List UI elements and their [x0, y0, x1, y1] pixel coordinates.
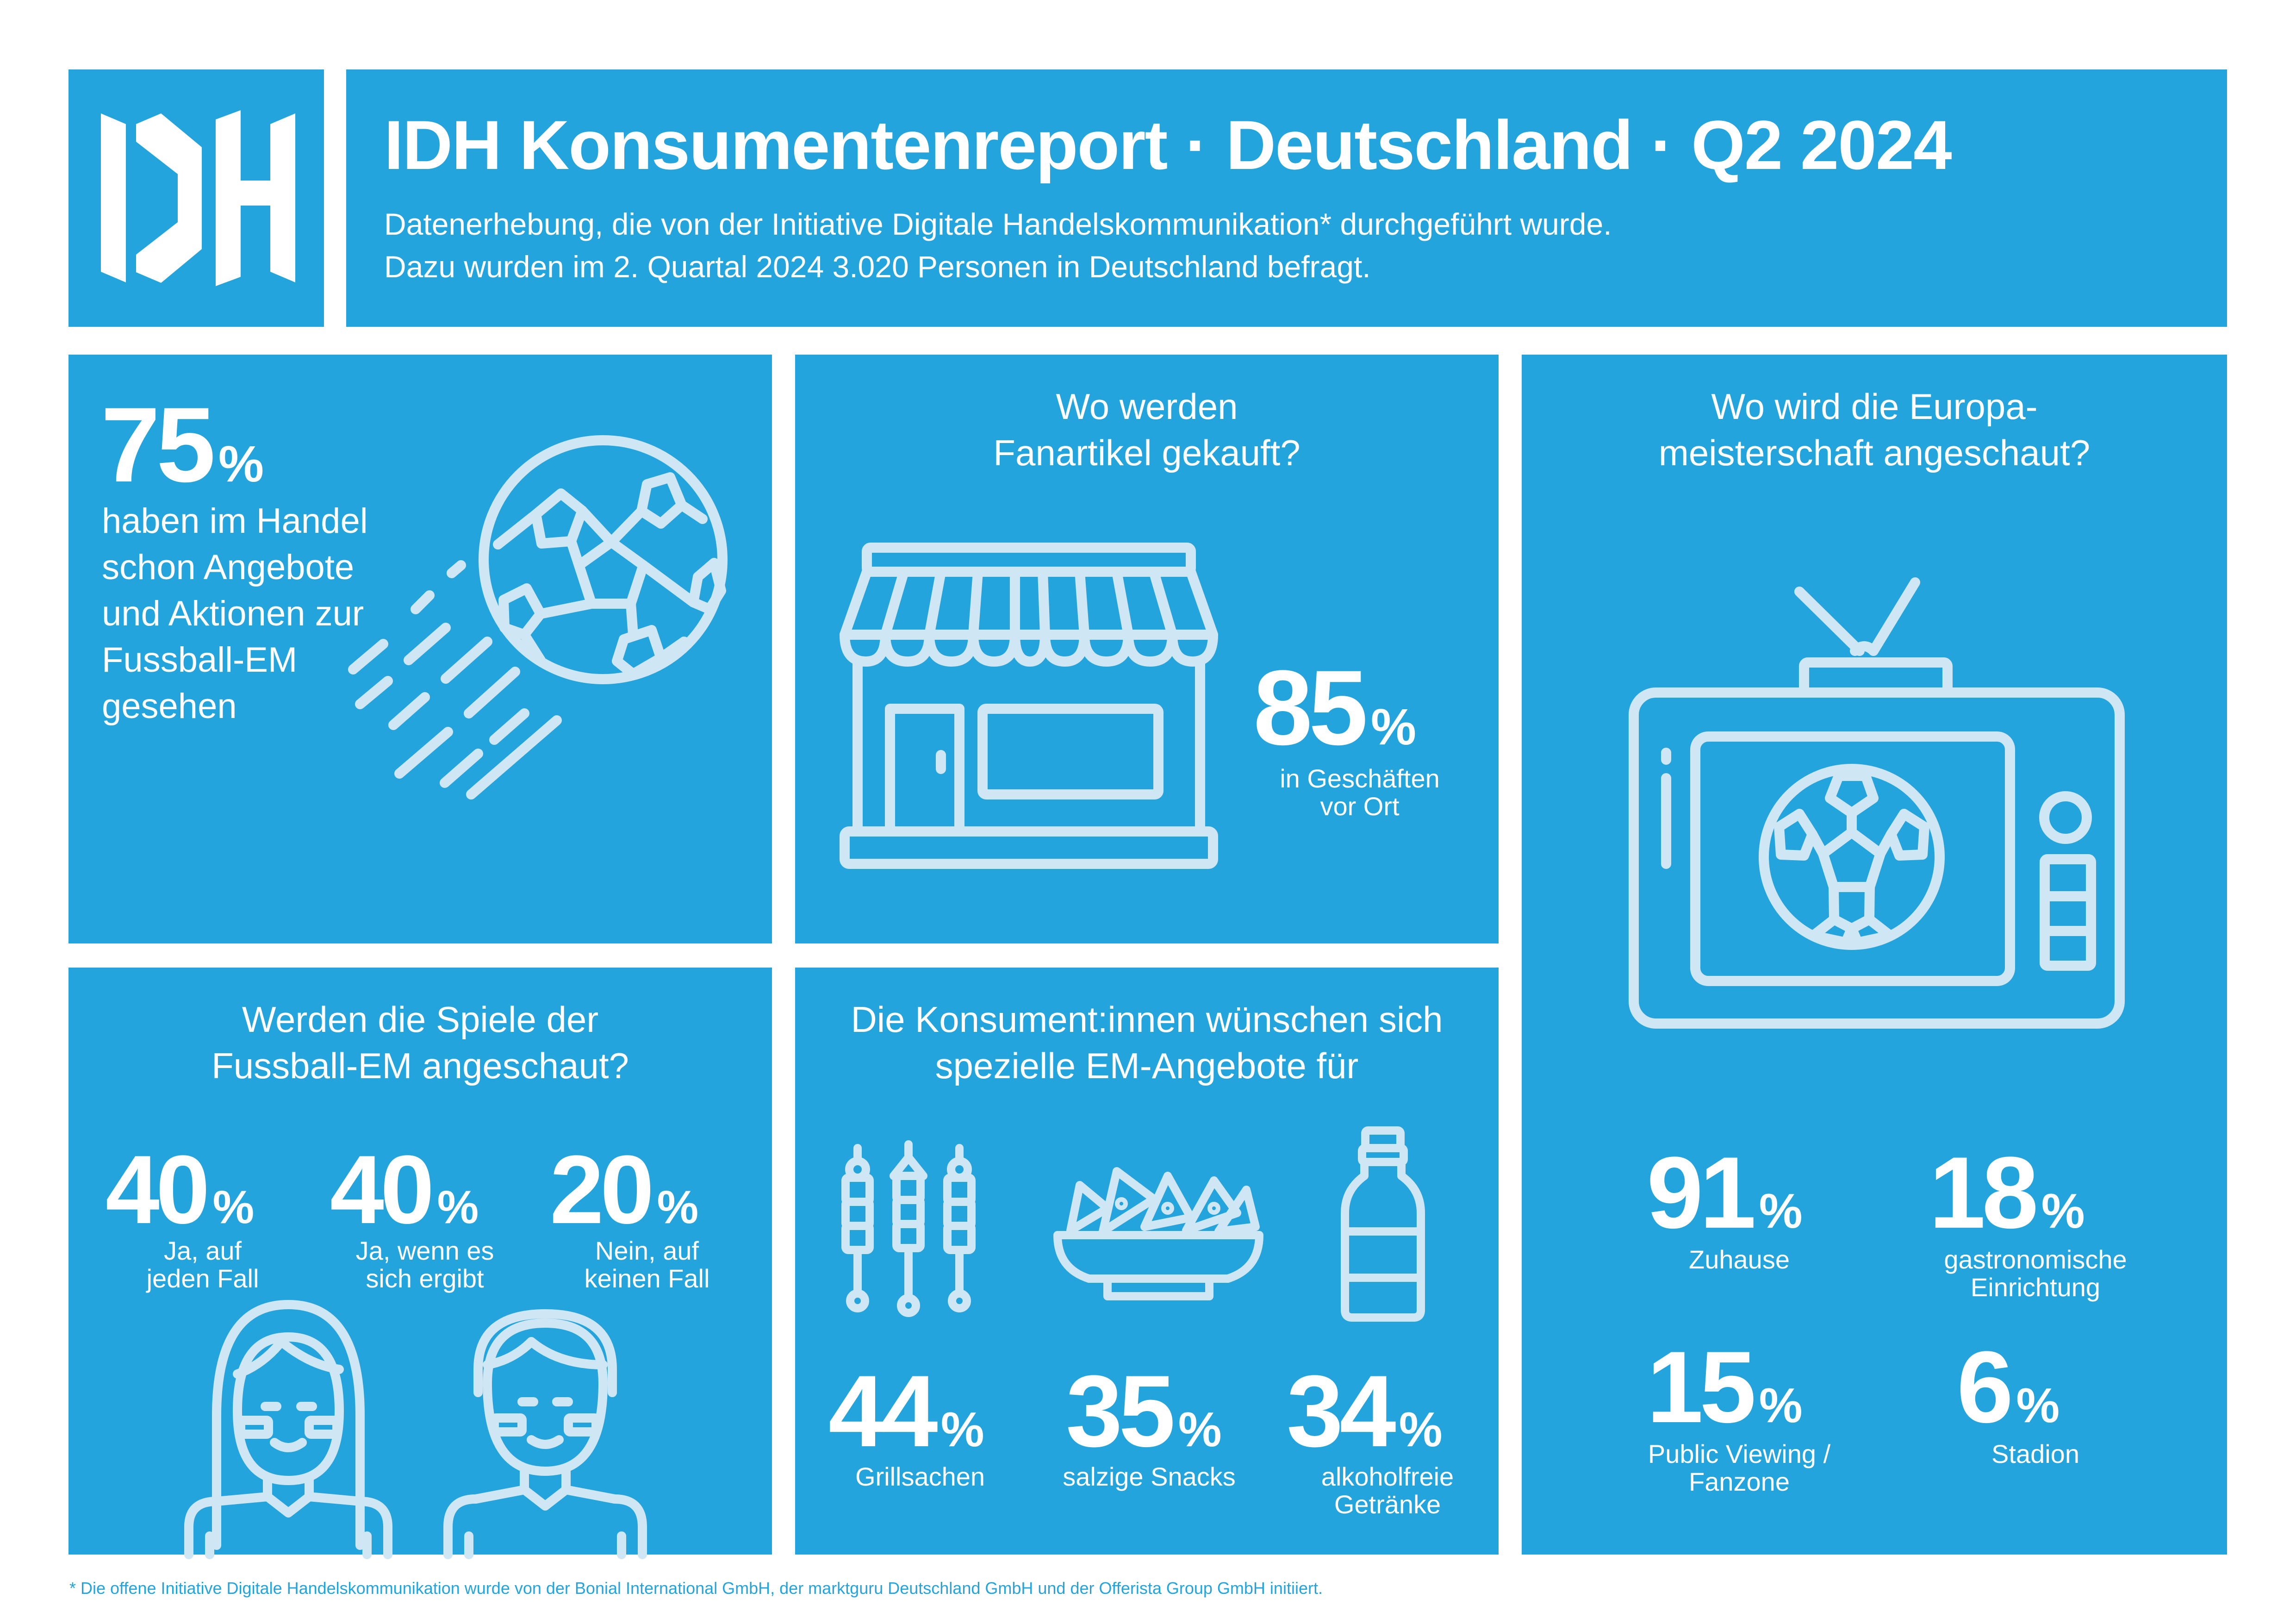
watch-maybe-value: 40 — [330, 1135, 435, 1244]
store-icon — [840, 543, 1218, 869]
fan-question: Wo werden Fanartikel gekauft? — [795, 383, 1499, 476]
watch-stat-maybe: 40% — [330, 1141, 479, 1238]
wishes-question-line-2: spezielle EM-Angebote für — [935, 1045, 1359, 1086]
wishes-drinks-label-line-1: alkoholfreie — [1321, 1462, 1454, 1491]
where-question: Wo wird die Europa- meisterschaft angesc… — [1522, 383, 2227, 476]
where-home-value: 91 — [1647, 1136, 1756, 1249]
flying-soccer-ball-icon — [348, 435, 728, 800]
watch-no-label-line-1: Nein, auf — [595, 1236, 699, 1265]
offers-panel: 75% haben im Handel schon Angebote und A… — [68, 355, 772, 943]
wishes-drinks-label-line-2: Getränke — [1334, 1490, 1441, 1519]
em-offers-panel: Die Konsument:innen wünschen sich spezie… — [795, 968, 1499, 1555]
wishes-grill-label: Grillsachen — [855, 1462, 985, 1491]
fan-question-line-1: Wo werden — [1056, 386, 1238, 427]
watch-no-label-line-2: keinen Fall — [584, 1264, 710, 1293]
wishes-stat-drinks: 34% — [1287, 1360, 1443, 1462]
snack-bowl-icon — [1053, 1167, 1263, 1300]
page-title: IDH Konsumentenreport · Deutschland · Q2… — [384, 106, 1952, 184]
where-gastro-label-line-1: gastronomische — [1944, 1245, 2127, 1274]
offers-line-2: schon Angebote — [102, 548, 355, 587]
where-stadium-label: Stadion — [1991, 1439, 2079, 1468]
tv-soccer-icon — [1629, 577, 2125, 1029]
fan-unit: % — [1370, 699, 1416, 756]
where-public-label: Public Viewing / Fanzone — [1577, 1440, 1901, 1496]
footnote: * Die offene Initiative Digitale Handels… — [69, 1579, 1323, 1598]
wishes-grill-value: 44 — [828, 1354, 938, 1468]
watch-maybe-label-line-1: Ja, wenn es — [355, 1236, 494, 1265]
fan-question-line-2: Fanartikel gekauft? — [993, 432, 1300, 473]
wishes-snacks-unit: % — [1178, 1402, 1222, 1457]
where-stadium-unit: % — [2016, 1378, 2060, 1433]
skewers-icon — [841, 1140, 976, 1317]
where-public-unit: % — [1759, 1378, 1803, 1433]
watch-maybe-unit: % — [437, 1181, 479, 1233]
offers-unit: % — [218, 436, 264, 493]
wishes-snacks-label: salzige Snacks — [1063, 1462, 1236, 1491]
fan-articles-panel: Wo werden Fanartikel gekauft? 85% in Ges… — [795, 355, 1499, 943]
where-home-label: Zuhause — [1689, 1245, 1790, 1274]
where-watched-panel: Wo wird die Europa- meisterschaft angesc… — [1522, 355, 2227, 1555]
fan-label-line-2: vor Ort — [1320, 792, 1400, 821]
watch-question-line-2: Fussball-EM angeschaut? — [212, 1045, 629, 1086]
watch-no-label: Nein, auf keinen Fall — [573, 1237, 721, 1293]
logo-panel — [68, 69, 324, 327]
watch-yes-label-line-2: jeden Fall — [146, 1264, 259, 1293]
wishes-question: Die Konsument:innen wünschen sich spezie… — [795, 996, 1499, 1089]
where-gastro-label: gastronomische Einrichtung — [1873, 1246, 2197, 1301]
where-home-unit: % — [1759, 1184, 1803, 1238]
wishes-drinks-unit: % — [1399, 1402, 1443, 1457]
where-stat-public: 15% — [1647, 1336, 1803, 1438]
subtitle-line-1: Datenerhebung, die von der Initiative Di… — [384, 207, 1612, 241]
offers-description: haben im Handel schon Angebote und Aktio… — [102, 498, 368, 730]
where-gastro-unit: % — [2041, 1184, 2085, 1238]
offers-line-1: haben im Handel — [102, 501, 368, 541]
wishes-question-line-1: Die Konsument:innen wünschen sich — [851, 999, 1443, 1040]
where-gastro-label-line-2: Einrichtung — [1970, 1273, 2101, 1302]
bottle-icon — [1341, 1126, 1425, 1322]
wishes-snacks-value: 35 — [1066, 1354, 1176, 1468]
where-public-label-line-1: Public Viewing / — [1648, 1439, 1831, 1468]
where-stat-stadium: 6% — [1957, 1336, 2060, 1438]
offers-line-5: gesehen — [102, 687, 237, 726]
watch-question-line-1: Werden die Spiele der — [242, 999, 599, 1040]
offers-stat: 75% — [101, 392, 264, 498]
offers-line-3: und Aktionen zur — [102, 594, 364, 633]
where-question-line-2: meisterschaft angeschaut? — [1658, 432, 2091, 473]
where-stadium-value: 6 — [1957, 1330, 2013, 1444]
wishes-drinks-value: 34 — [1287, 1354, 1396, 1468]
watch-yes-value: 40 — [106, 1135, 210, 1244]
watch-maybe-label-line-2: sich ergibt — [366, 1264, 484, 1293]
where-gastro-value: 18 — [1929, 1136, 2039, 1249]
watch-stat-yes: 40% — [106, 1141, 254, 1238]
watch-maybe-label: Ja, wenn es sich ergibt — [351, 1237, 499, 1293]
where-public-label-line-2: Fanzone — [1689, 1467, 1790, 1496]
watch-stat-no: 20% — [550, 1141, 698, 1238]
subtitle-line-2: Dazu wurden im 2. Quartal 2024 3.020 Per… — [384, 250, 1371, 284]
fan-label: in Geschäften vor Ort — [1249, 765, 1471, 820]
watch-games-panel: Werden die Spiele der Fussball-EM angesc… — [68, 968, 772, 1559]
idh-logo-icon — [101, 110, 295, 286]
fan-value: 85 — [1253, 648, 1368, 767]
watch-yes-label-line-1: Ja, auf — [163, 1236, 242, 1265]
where-question-line-1: Wo wird die Europa- — [1711, 386, 2038, 427]
where-public-value: 15 — [1647, 1330, 1756, 1444]
wishes-grill-unit: % — [940, 1402, 984, 1457]
fans-icon — [184, 1300, 647, 1559]
wishes-stat-grill: 44% — [828, 1360, 984, 1462]
fan-stat: 85% — [1253, 655, 1416, 761]
watch-no-value: 20 — [550, 1135, 654, 1244]
offers-value: 75 — [101, 385, 216, 504]
fan-label-line-1: in Geschäften — [1280, 764, 1440, 793]
wishes-stat-snacks: 35% — [1066, 1360, 1222, 1462]
where-stat-gastro: 18% — [1929, 1142, 2085, 1243]
where-stat-home: 91% — [1647, 1142, 1803, 1243]
header-panel: IDH Konsumentenreport · Deutschland · Q2… — [346, 69, 2227, 327]
offers-line-4: Fussball-EM — [102, 640, 298, 680]
watch-yes-unit: % — [212, 1181, 255, 1233]
wishes-drinks-label: alkoholfreie Getränke — [1286, 1463, 1489, 1518]
watch-no-unit: % — [657, 1181, 699, 1233]
watch-yes-label: Ja, auf jeden Fall — [129, 1237, 277, 1293]
watch-question: Werden die Spiele der Fussball-EM angesc… — [68, 996, 772, 1089]
